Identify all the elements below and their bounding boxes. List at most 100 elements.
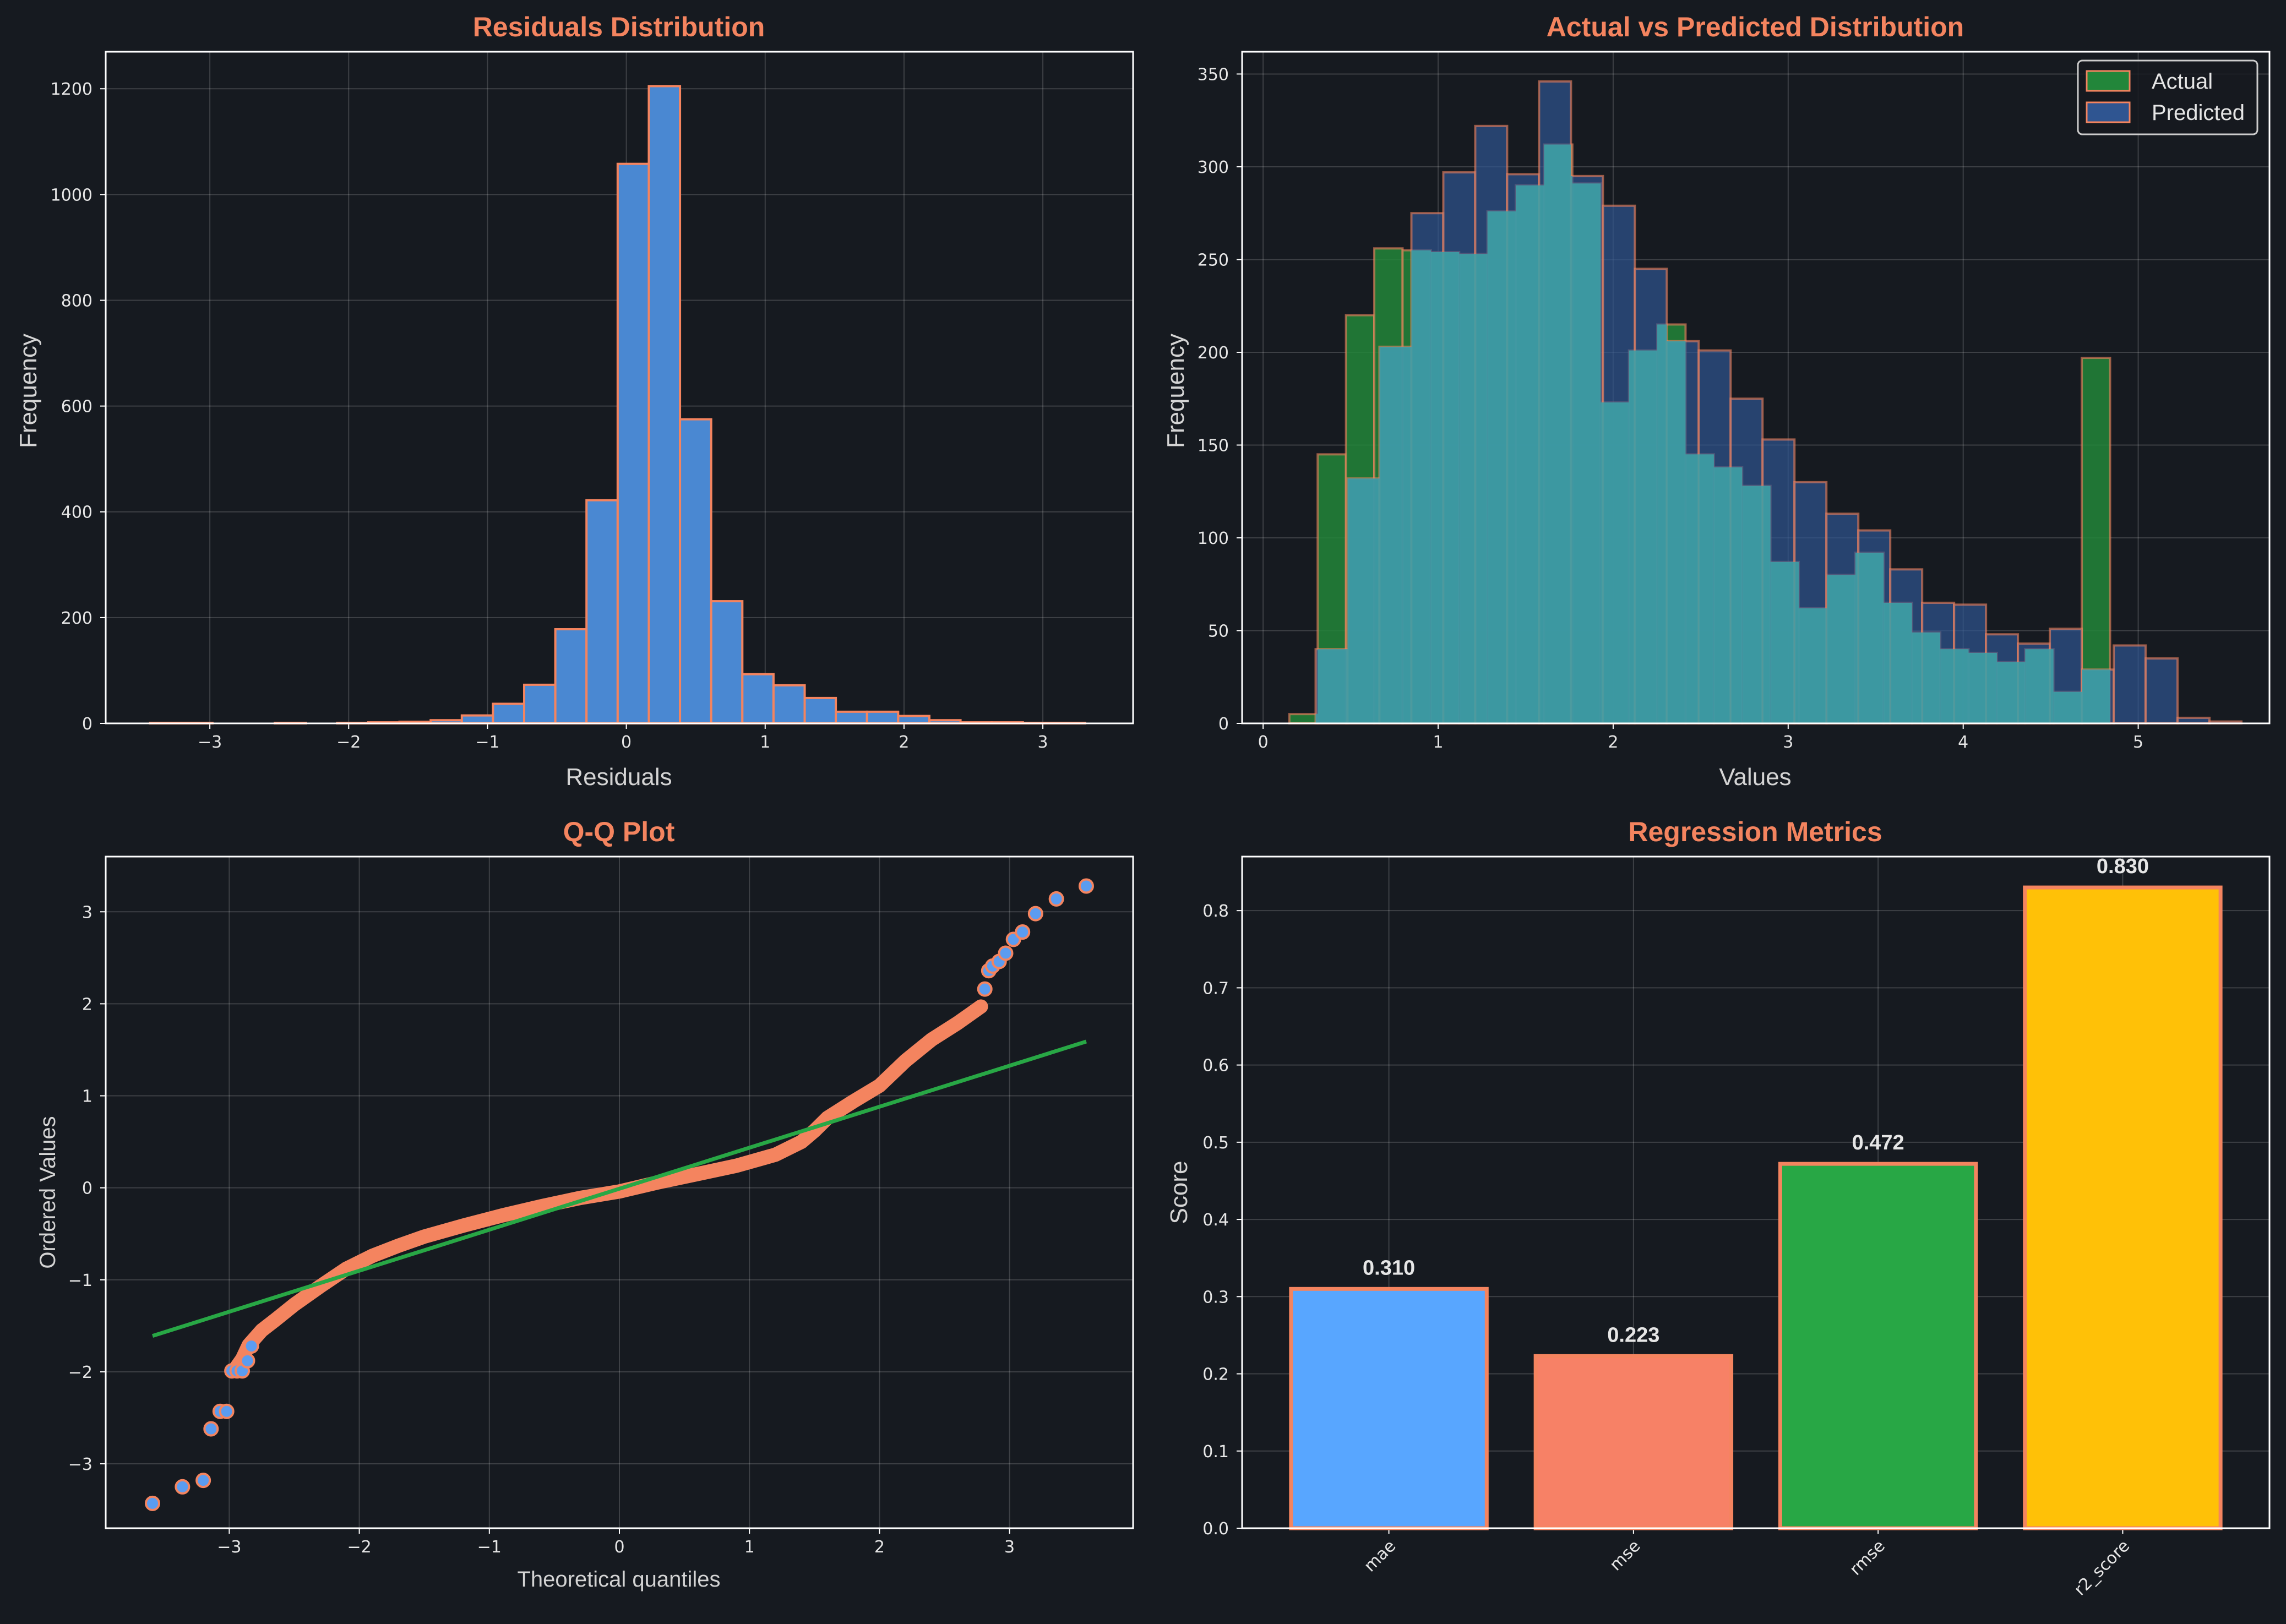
overlap-segment [1890,602,1912,723]
actual-vs-predicted-xlabel: Values [1719,764,1791,791]
metric-bar-r2_score [2023,885,2223,1530]
overlap-segment [1940,649,1955,723]
overlap-segment [1826,608,1827,723]
qq-xtick-label: 2 [874,1538,885,1557]
residual-bar [554,628,588,725]
residual-bar [897,715,930,724]
overlap-segment [1954,649,1969,723]
qq-xtick-label: −2 [347,1538,371,1557]
residual-bar [741,673,775,724]
overlap-segment [1443,252,1460,723]
actual-vs-predicted-panel: Actual vs Predicted Distribution Values … [1162,12,2271,791]
overlap-segment [1475,254,1488,724]
qq-xlabel: Theoretical quantiles [517,1567,720,1592]
residuals-ytick-label: 400 [61,503,92,522]
metrics-ytick-label: 0.3 [1202,1288,1229,1307]
overlap-segment [1657,324,1667,723]
overlap-segment [1794,562,1799,723]
actual-vs-predicted-ylabel: Frequency [1162,334,1189,448]
overlap-segment [1742,486,1763,723]
overlap-segment [1770,562,1795,723]
residual-bar [679,418,712,724]
metrics-ytick-label: 0.0 [1202,1519,1229,1539]
actual-vs-predicted-title: Actual vs Predicted Distribution [1547,12,1964,42]
residual-bar [585,499,619,725]
overlap-segment [1571,176,1572,723]
qq-xtick-label: 0 [614,1538,624,1557]
qq-ytick-label: 0 [82,1179,92,1198]
legend-swatch-actual [2086,70,2131,92]
overlap-segment [1539,185,1544,723]
avp-ytick-label: 150 [1198,436,1229,455]
qq-point [145,1495,161,1511]
qq-ytick-label: 3 [82,903,92,922]
residuals-xlabel: Residuals [565,764,672,791]
overlap-segment [1912,632,1923,723]
avp-xtick-label: 2 [1608,733,1618,752]
residual-bar [772,684,806,724]
qq-point [175,1479,190,1495]
residuals-xtick-label: 2 [899,733,909,752]
avp-xtick-label: 4 [1958,733,1968,752]
overlap-segment [1699,454,1714,723]
qq-fit-line [151,1039,1087,1338]
overlap-segment [1544,144,1571,723]
overlap-segment [1379,346,1403,723]
overlap-segment [1411,250,1431,723]
metric-bar-mse [1533,1354,1734,1530]
qq-point [1015,924,1031,940]
avp-ytick-label: 0 [1218,715,1229,734]
metric-value-label: 0.223 [1607,1323,1659,1347]
overlap-segment [1507,211,1516,724]
metrics-ytick-label: 0.5 [1202,1133,1229,1153]
metrics-ytick-label: 0.8 [1202,902,1229,921]
qq-point [998,945,1014,961]
residuals-xtick-label: 0 [621,733,632,752]
actual-bar [1288,713,1319,724]
qq-point [1048,891,1064,907]
residuals-ytick-label: 600 [61,397,92,417]
qq-xtick-label: −1 [477,1538,502,1557]
qq-ytick-label: 1 [82,1087,92,1107]
avp-xtick-label: 3 [1783,733,1793,752]
residual-bar [492,702,526,724]
qq-point [977,981,993,997]
metric-value-label: 0.472 [1852,1131,1904,1154]
residuals-ytick-label: 800 [61,291,92,310]
overlap-segment [1996,662,2018,723]
overlap-layer [1315,144,2110,724]
overlap-segment [1855,552,1859,723]
overlap-segment [1402,346,1412,723]
avp-xtick-label: 1 [1433,733,1443,752]
residuals-histogram-panel: Residuals Distribution Residuals Frequen… [15,12,1134,791]
avp-ytick-label: 300 [1198,158,1229,177]
qq-point [243,1338,259,1354]
overlap-segment [1635,350,1658,723]
qq-ytick-label: −1 [68,1271,92,1290]
residuals-ytick-label: 200 [61,609,92,628]
overlap-segment [1430,252,1444,723]
overlap-segment [1629,350,1635,723]
overlap-segment [1601,402,1603,723]
metrics-ytick-label: 0.2 [1202,1365,1229,1385]
qq-plot-panel: Q-Q Plot Theoretical quantiles Ordered V… [36,816,1134,1592]
residual-bar [866,710,900,724]
qq-point [1078,878,1094,894]
overlap-segment [1827,575,1855,723]
qq-point [203,1421,219,1437]
residual-bar [460,714,494,725]
metric-bar-rmse [1778,1162,1978,1530]
overlap-segment [1459,254,1476,724]
avp-xtick-label: 5 [2133,733,2143,752]
metrics-ytick-label: 0.7 [1202,979,1229,998]
predicted-bar [2145,657,2179,724]
qq-point [240,1353,255,1369]
residual-bar [523,683,557,725]
residual-bar [803,696,837,725]
overlap-segment [1346,649,1348,723]
metric-value-label: 0.310 [1363,1256,1415,1279]
metric-bar-mae [1289,1287,1489,1530]
avp-ytick-label: 200 [1198,344,1229,363]
metrics-ytick-label: 0.1 [1202,1442,1229,1462]
